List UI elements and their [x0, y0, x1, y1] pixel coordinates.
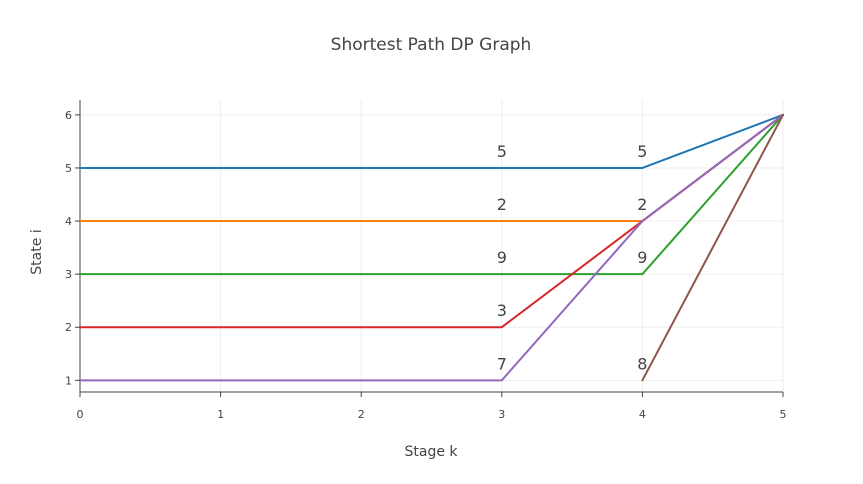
x-tick-label: 3 [498, 408, 505, 421]
y-tick-label: 1 [65, 374, 72, 387]
chart-title: Shortest Path DP Graph [331, 35, 532, 55]
y-axis-ticks: 1 2 3 4 5 6 [65, 109, 80, 387]
data-labels: 5 2 9 3 7 5 2 9 8 [497, 142, 648, 373]
y-tick-label: 3 [65, 268, 72, 281]
series-line-5 [79, 113, 784, 382]
data-label: 2 [497, 195, 507, 214]
x-axis-ticks: 0 1 2 3 4 5 [77, 392, 787, 421]
data-label: 3 [497, 301, 507, 320]
y-tick-label: 4 [65, 215, 72, 228]
series-line-6 [641, 113, 784, 382]
series-lines [79, 113, 784, 382]
data-label: 8 [637, 354, 647, 373]
data-label: 5 [637, 142, 647, 161]
series-line-1 [79, 113, 784, 169]
axes [79, 100, 783, 393]
data-label: 5 [497, 142, 507, 161]
y-tick-label: 5 [65, 162, 72, 175]
data-label: 7 [497, 354, 507, 373]
x-tick-label: 1 [217, 408, 224, 421]
data-label: 2 [637, 195, 647, 214]
y-tick-label: 6 [65, 109, 72, 122]
x-tick-label: 2 [358, 408, 365, 421]
y-axis-label: State i [29, 229, 45, 274]
x-tick-label: 5 [780, 408, 787, 421]
x-tick-label: 4 [639, 408, 646, 421]
x-tick-label: 0 [77, 408, 84, 421]
x-axis-label: Stage k [404, 444, 458, 460]
y-tick-label: 2 [65, 321, 72, 334]
data-label: 9 [637, 248, 647, 267]
gridlines [80, 100, 784, 392]
data-label: 9 [497, 248, 507, 267]
